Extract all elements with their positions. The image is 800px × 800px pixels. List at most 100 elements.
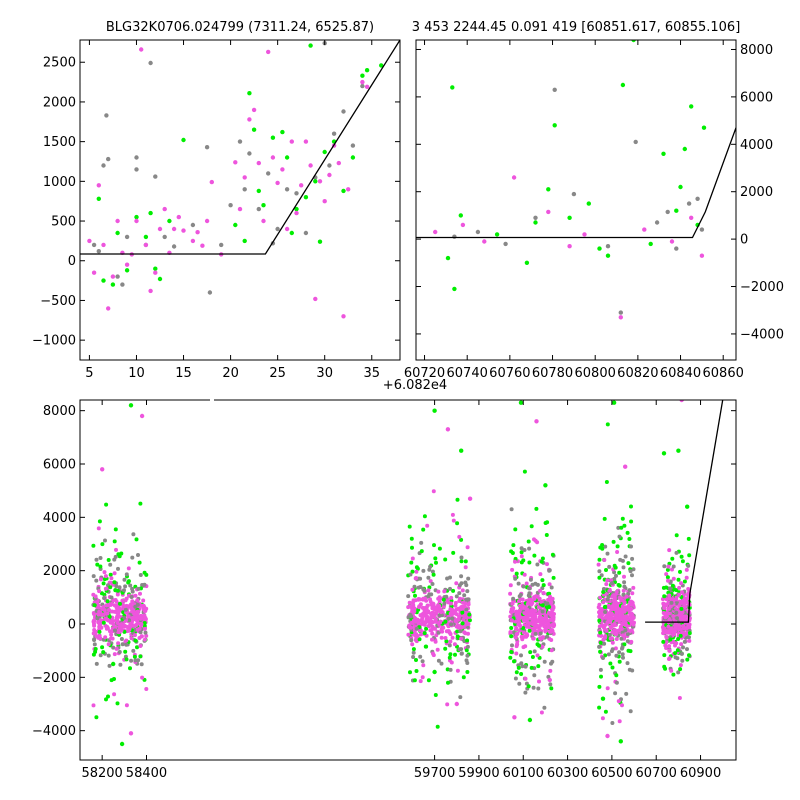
data-point-magenta — [531, 619, 536, 623]
data-point-magenta — [529, 602, 534, 607]
data-point-green — [547, 605, 552, 609]
data-point-magenta — [683, 601, 687, 606]
data-point-gray — [138, 630, 143, 635]
data-point-gray — [136, 586, 141, 591]
data-point-gray — [106, 653, 111, 658]
data-point-gray — [671, 564, 676, 569]
data-point-gray — [447, 643, 452, 648]
data-point-green — [661, 639, 666, 644]
data-point-magenta — [535, 653, 540, 658]
data-point-green — [408, 670, 412, 675]
data-point-magenta — [143, 615, 148, 620]
data-point-green — [93, 647, 98, 651]
data-point-gray — [411, 650, 416, 655]
data-point-magenta — [605, 686, 610, 691]
data-point-gray — [256, 206, 261, 212]
data-point-magenta — [102, 570, 107, 575]
data-point-green — [115, 588, 120, 593]
data-point-gray — [113, 628, 117, 633]
data-point-gray — [104, 113, 109, 118]
data-point-magenta — [467, 496, 473, 501]
data-point-magenta — [133, 593, 138, 598]
data-point-magenta — [680, 590, 684, 595]
data-point-magenta — [251, 107, 257, 113]
data-point-magenta — [428, 579, 433, 584]
data-point-green — [95, 562, 100, 567]
data-point-green — [142, 621, 147, 625]
data-point-gray — [436, 658, 441, 663]
data-point-magenta — [423, 596, 428, 601]
data-point-green — [512, 659, 516, 664]
data-point-gray — [513, 576, 518, 581]
data-point-magenta — [407, 600, 412, 605]
data-point-magenta — [614, 603, 619, 608]
data-point-magenta — [533, 608, 538, 613]
data-point-magenta — [433, 229, 438, 235]
data-point-green — [113, 527, 118, 532]
data-point-green — [126, 579, 131, 584]
data-point-gray — [548, 682, 553, 687]
data-point-gray — [503, 241, 508, 247]
data-point-green — [530, 655, 535, 659]
data-point-gray — [613, 691, 618, 696]
data-point-green — [528, 650, 533, 655]
data-point-gray — [408, 572, 413, 577]
data-point-magenta — [614, 611, 619, 616]
data-point-green — [446, 680, 450, 685]
data-point-magenta — [181, 228, 186, 233]
data-point-magenta — [457, 625, 462, 630]
data-point-green — [424, 644, 429, 649]
data-point-gray — [133, 658, 138, 663]
data-point-gray — [547, 568, 552, 573]
data-point-magenta — [460, 588, 465, 593]
data-point-magenta — [457, 534, 462, 539]
data-point-gray — [475, 229, 481, 235]
data-point-gray — [606, 652, 611, 657]
data-point-gray — [621, 565, 626, 570]
data-point-magenta — [663, 612, 668, 617]
data-point-gray — [598, 667, 603, 672]
data-point-magenta — [138, 616, 143, 621]
data-point-magenta — [436, 596, 441, 601]
data-point-green — [662, 594, 667, 599]
data-point-green — [546, 187, 551, 192]
data-point-gray — [669, 600, 674, 605]
data-point-magenta — [610, 630, 615, 635]
data-point-magenta — [109, 636, 113, 641]
data-point-magenta — [418, 597, 423, 602]
data-point-green — [108, 585, 113, 590]
data-point-magenta — [430, 624, 435, 629]
data-point-magenta — [406, 632, 411, 637]
data-point-green — [541, 583, 546, 588]
data-point-green — [685, 657, 690, 662]
top-right-title: 3 453 2244.45 0.091 419 [60851.617, 6085… — [412, 20, 741, 35]
data-point-green — [604, 568, 608, 572]
data-point-magenta — [625, 605, 630, 610]
data-point-gray — [133, 604, 138, 609]
data-point-magenta — [117, 614, 122, 619]
data-point-magenta — [445, 427, 451, 432]
data-point-gray — [303, 230, 309, 236]
data-point-gray — [549, 585, 554, 590]
data-point-green — [153, 266, 158, 271]
data-point-magenta — [106, 642, 111, 647]
data-point-magenta — [448, 611, 453, 616]
data-point-green — [540, 578, 545, 583]
data-point-magenta — [411, 618, 416, 623]
data-point-gray — [552, 87, 557, 93]
data-point-gray — [516, 581, 521, 586]
data-point-gray — [676, 670, 681, 675]
data-point-gray — [428, 564, 433, 569]
data-point-gray — [459, 651, 464, 656]
data-point-green — [529, 524, 534, 529]
data-point-magenta — [92, 619, 97, 624]
data-point-magenta — [597, 610, 601, 615]
data-point-magenta — [538, 636, 543, 641]
data-point-green — [419, 549, 424, 554]
data-point-magenta — [522, 611, 527, 616]
data-point-green — [605, 422, 610, 427]
data-point-green — [101, 620, 106, 625]
data-point-gray — [533, 631, 538, 636]
data-point-magenta — [144, 687, 149, 691]
